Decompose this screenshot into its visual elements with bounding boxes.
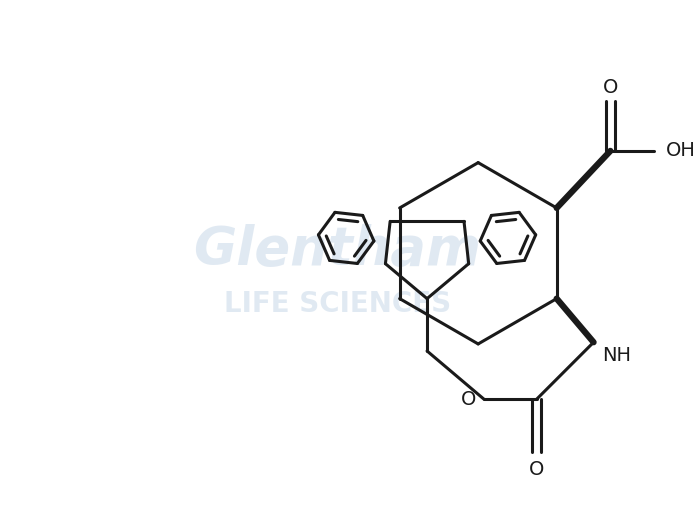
Text: O: O	[603, 78, 618, 97]
Text: O: O	[461, 390, 476, 409]
Text: OH: OH	[666, 141, 696, 160]
Text: LIFE SCIENCES: LIFE SCIENCES	[223, 290, 451, 318]
Text: NH: NH	[601, 346, 631, 365]
Text: O: O	[529, 460, 544, 479]
Text: Glentham: Glentham	[193, 224, 481, 276]
